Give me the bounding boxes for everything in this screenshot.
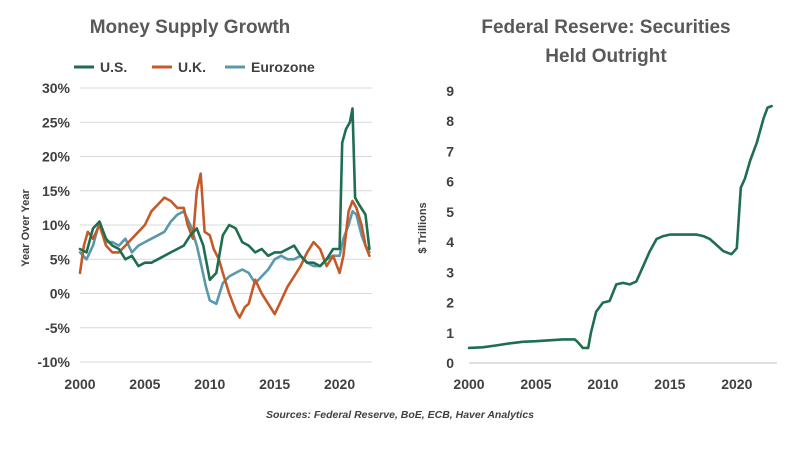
money-supply-legend: U.S. U.K. Eurozone [74, 59, 315, 75]
money-supply-x-tick-label: 2000 [64, 376, 95, 392]
series-line-securities-held [467, 104, 773, 350]
fed-securities-x-tick-label: 2000 [453, 376, 484, 392]
money-supply-y-tick-label: -5% [45, 320, 70, 336]
legend-label-eurozone: Eurozone [251, 59, 315, 75]
fed-securities-y-tick-label: 8 [446, 113, 454, 129]
money-supply-y-tick-label: 5% [50, 251, 71, 267]
money-supply-y-ticks: -10% -5% 0% 5% 10% 15% 20% 25% 30% [37, 80, 70, 370]
money-supply-x-tick-label: 2015 [259, 376, 290, 392]
series-line-us [78, 107, 371, 282]
legend-label-uk: U.K. [178, 59, 206, 75]
fed-securities-y-tick-label: 7 [446, 143, 454, 159]
money-supply-y-tick-label: 10% [42, 217, 71, 233]
money-supply-gridlines [80, 87, 372, 363]
fed-securities-x-tick-label: 2015 [654, 376, 685, 392]
money-supply-x-tick-label: 2020 [324, 376, 355, 392]
fed-securities-y-tick-label: 6 [446, 174, 454, 190]
money-supply-y-tick-label: -10% [37, 354, 70, 370]
fed-securities-series [467, 104, 773, 350]
money-supply-x-tick-label: 2005 [129, 376, 160, 392]
fed-securities-y-tick-label: 4 [446, 234, 454, 250]
money-supply-y-tick-label: 25% [42, 114, 71, 130]
fed-securities-y-tick-label: 5 [446, 204, 454, 220]
money-supply-y-axis-label: Year Over Year [20, 189, 32, 267]
fed-securities-y-tick-label: 2 [446, 295, 454, 311]
legend-label-us: U.S. [100, 59, 127, 75]
money-supply-x-ticks: 2000 2005 2010 2015 2020 [64, 376, 355, 392]
fed-securities-y-tick-label: 1 [446, 325, 454, 341]
fed-securities-y-axis-label: $ Trillions [417, 202, 429, 253]
fed-securities-x-tick-label: 2020 [721, 376, 752, 392]
money-supply-chart: Money Supply Growth U.S. U.K. Eurozone Yea… [20, 17, 372, 392]
money-supply-y-tick-label: 20% [42, 149, 71, 165]
fed-securities-chart: Federal Reserve: Securities Held Outrigh… [417, 17, 777, 392]
money-supply-y-tick-label: 15% [42, 183, 71, 199]
fed-securities-title-line-1: Federal Reserve: Securities [481, 17, 730, 38]
money-supply-y-tick-label: 30% [42, 80, 71, 96]
money-supply-y-tick-label: 0% [50, 286, 71, 302]
series-line-uk [78, 172, 371, 319]
money-supply-x-tick-label: 2010 [194, 376, 225, 392]
money-supply-series [78, 107, 371, 319]
source-note: Sources: Federal Reserve, BoE, ECB, Have… [266, 409, 534, 421]
fed-securities-y-tick-label: 9 [446, 83, 454, 99]
fed-securities-y-tick-label: 3 [446, 264, 454, 280]
money-supply-title: Money Supply Growth [90, 17, 291, 38]
fed-securities-x-tick-label: 2005 [520, 376, 551, 392]
fed-securities-title-line-2: Held Outright [545, 46, 667, 67]
fed-securities-y-tick-label: 0 [446, 355, 454, 371]
fed-securities-y-ticks: 0 1 2 3 4 5 6 7 8 9 [446, 83, 454, 371]
fed-securities-x-ticks: 2000 2005 2010 2015 2020 [453, 376, 752, 392]
fed-securities-x-tick-label: 2010 [587, 376, 618, 392]
